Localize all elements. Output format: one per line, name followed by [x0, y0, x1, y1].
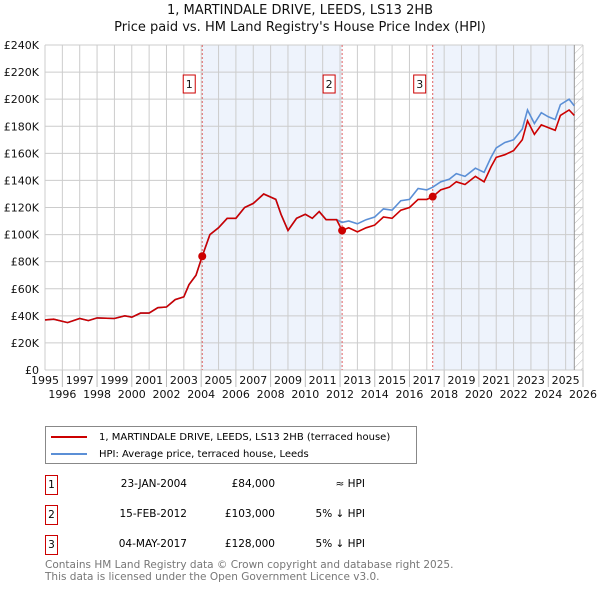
chart-title: 1, MARTINDALE DRIVE, LEEDS, LS13 2HB [166, 3, 434, 18]
x-tick-label: 2019 [448, 374, 476, 387]
y-tick-label: £0 [25, 364, 39, 377]
price-line [44, 108, 575, 324]
sale-marker-box [322, 74, 336, 94]
x-tick-label: 2012 [326, 388, 354, 401]
x-tick-label: 2021 [482, 374, 510, 387]
x-tick-label: 1999 [100, 374, 128, 387]
x-tick-label: 2011 [309, 374, 337, 387]
x-tick-label: 2001 [135, 374, 163, 387]
x-tick-label: 1998 [83, 388, 111, 401]
x-tick-label: 2024 [534, 388, 562, 401]
x-tick-label: 2008 [257, 388, 285, 401]
sale-point [198, 252, 207, 261]
sale-point [428, 192, 437, 201]
y-tick-label: £60K [11, 283, 40, 296]
x-tick-label: 2013 [343, 374, 371, 387]
x-tick-label: 2018 [430, 388, 458, 401]
sale-hpi: ≈ HPI [335, 478, 365, 490]
sale-badge: 1 [45, 475, 58, 495]
x-tick-label: 2025 [552, 374, 580, 387]
sale-marker-box [182, 74, 196, 94]
legend: 1, MARTINDALE DRIVE, LEEDS, LS13 2HB (te… [45, 426, 417, 464]
footer-line2: This data is licensed under the Open Gov… [45, 571, 380, 583]
x-tick-label: 2006 [222, 388, 250, 401]
x-tick-label: 2007 [239, 374, 267, 387]
x-tick-label: 2009 [274, 374, 302, 387]
x-tick-label: 2022 [500, 388, 528, 401]
sale-row: 1 23-JAN-2004 £84,000 ≈ HPI [45, 475, 545, 495]
sale-marker-box [413, 74, 427, 94]
legend-red-line [51, 436, 87, 438]
x-tick-label: 2017 [413, 374, 441, 387]
x-tick-label: 2003 [170, 374, 198, 387]
footer: Contains HM Land Registry data © Crown c… [45, 559, 453, 583]
sale-price: £128,000 [224, 538, 275, 550]
sale-badge: 2 [45, 505, 58, 525]
sale-marker-label: 2 [326, 78, 333, 91]
y-tick-label: £20K [11, 337, 40, 350]
x-tick-label: 2015 [378, 374, 406, 387]
sale-row: 2 15-FEB-2012 £103,000 5% ↓ HPI [45, 505, 545, 525]
sale-marker-label: 1 [186, 78, 193, 91]
y-tick-label: £80K [11, 256, 40, 269]
legend-blue-line [51, 453, 87, 455]
sale-hpi: 5% ↓ HPI [315, 508, 365, 520]
sale-hpi: 5% ↓ HPI [315, 538, 365, 550]
price-chart: 1995199619971998199920002001200220032004… [4, 39, 597, 401]
legend-property: 1, MARTINDALE DRIVE, LEEDS, LS13 2HB (te… [99, 431, 391, 443]
x-tick-label: 2010 [291, 388, 319, 401]
x-tick-label: 2023 [517, 374, 545, 387]
x-tick-label: 1995 [31, 374, 59, 387]
y-tick-label: £220K [4, 66, 40, 79]
y-tick-label: £180K [4, 120, 40, 133]
x-tick-label: 2002 [152, 388, 180, 401]
sale-date: 23-JAN-2004 [120, 478, 187, 490]
y-tick-label: £140K [4, 174, 40, 187]
y-tick-label: £120K [4, 202, 40, 215]
legend-hpi: HPI: Average price, terraced house, Leed… [99, 448, 309, 460]
x-tick-label: 1997 [66, 374, 94, 387]
x-tick-label: 2005 [205, 374, 233, 387]
sale-point [338, 226, 347, 235]
y-tick-label: £160K [4, 147, 40, 160]
x-tick-label: 2004 [187, 388, 215, 401]
y-tick-label: £40K [11, 310, 40, 323]
sale-price: £84,000 [231, 478, 275, 490]
sale-row: 3 04-MAY-2017 £128,000 5% ↓ HPI [45, 535, 545, 555]
footer-line1: Contains HM Land Registry data © Crown c… [45, 559, 454, 571]
sale-badge: 3 [45, 535, 58, 555]
y-tick-label: £240K [4, 39, 40, 52]
x-tick-label: 2014 [361, 388, 389, 401]
y-tick-label: £100K [4, 229, 40, 242]
x-tick-label: 2000 [118, 388, 146, 401]
x-tick-label: 2016 [395, 388, 423, 401]
x-tick-label: 2026 [569, 388, 597, 401]
chart-subtitle: Price paid vs. HM Land Registry's House … [114, 20, 486, 35]
x-tick-label: 2020 [465, 388, 493, 401]
sale-date: 15-FEB-2012 [119, 508, 187, 520]
sale-price: £103,000 [224, 508, 275, 520]
sale-marker-label: 3 [416, 78, 423, 91]
x-tick-label: 1996 [48, 388, 76, 401]
sale-date: 04-MAY-2017 [118, 538, 187, 550]
y-tick-label: £200K [4, 93, 40, 106]
